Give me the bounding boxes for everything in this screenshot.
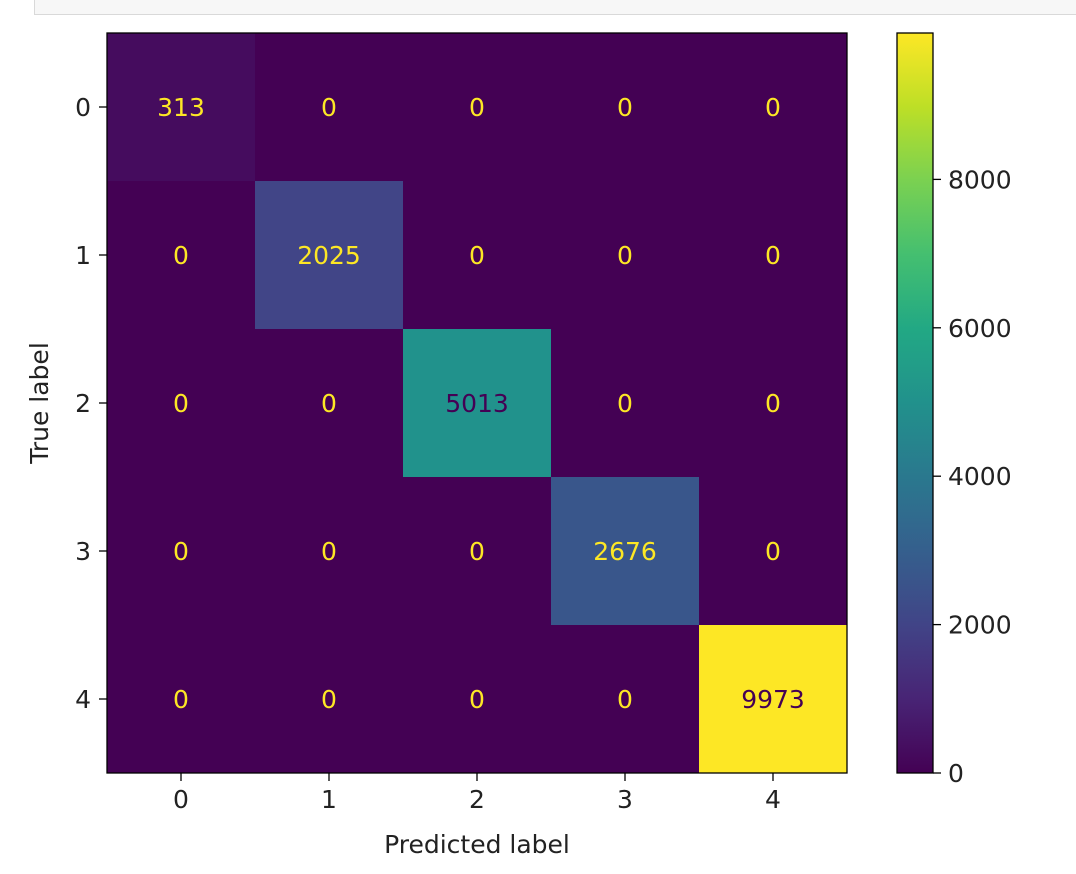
cell-1-2 <box>403 181 551 329</box>
x-tick-label-0: 0 <box>173 785 189 814</box>
cell-label-3-2: 0 <box>469 537 485 566</box>
cell-4-0 <box>107 625 255 773</box>
y-tick-label-0: 0 <box>75 93 91 122</box>
cell-2-3 <box>551 329 699 477</box>
colorbar-tick-label-2: 4000 <box>948 462 1012 491</box>
cell-label-3-0: 0 <box>173 537 189 566</box>
colorbar-ticks: 0 2000 4000 6000 8000 <box>933 165 1012 788</box>
cell-label-2-0: 0 <box>173 389 189 418</box>
colorbar-tick-label-3: 6000 <box>948 314 1012 343</box>
cell-label-0-1: 0 <box>321 93 337 122</box>
x-tick-label-2: 2 <box>469 785 485 814</box>
cell-0-3 <box>551 33 699 181</box>
cell-4-3 <box>551 625 699 773</box>
cell-1-1 <box>255 181 403 329</box>
cell-label-1-3: 0 <box>617 241 633 270</box>
cell-label-3-3: 2676 <box>593 537 657 566</box>
cell-0-2 <box>403 33 551 181</box>
cell-label-0-2: 0 <box>469 93 485 122</box>
cell-label-1-1: 2025 <box>297 241 361 270</box>
matrix-cells <box>107 33 847 773</box>
cell-label-2-3: 0 <box>617 389 633 418</box>
cell-label-3-1: 0 <box>321 537 337 566</box>
cell-3-3 <box>551 477 699 625</box>
cell-label-0-0: 313 <box>157 93 205 122</box>
x-tick-label-3: 3 <box>617 785 633 814</box>
cell-3-1 <box>255 477 403 625</box>
colorbar <box>896 32 934 774</box>
cell-1-3 <box>551 181 699 329</box>
cell-label-1-0: 0 <box>173 241 189 270</box>
cell-label-4-3: 0 <box>617 685 633 714</box>
cell-label-4-4: 9973 <box>741 685 805 714</box>
cell-1-0 <box>107 181 255 329</box>
cell-4-1 <box>255 625 403 773</box>
output-cell-top-border <box>34 0 1076 15</box>
colorbar-tick-label-0: 0 <box>948 759 964 788</box>
cell-2-2 <box>403 329 551 477</box>
cell-label-1-4: 0 <box>765 241 781 270</box>
cell-label-0-4: 0 <box>765 93 781 122</box>
cell-label-1-2: 0 <box>469 241 485 270</box>
y-tick-label-1: 1 <box>75 241 91 270</box>
y-axis-label: True label <box>25 342 54 465</box>
x-axis-ticks: 0 1 2 3 4 <box>173 773 781 814</box>
cell-2-4 <box>699 329 847 477</box>
cell-3-2 <box>403 477 551 625</box>
cell-label-2-4: 0 <box>765 389 781 418</box>
cell-0-4 <box>699 33 847 181</box>
cell-3-4 <box>699 477 847 625</box>
y-tick-label-4: 4 <box>75 685 91 714</box>
x-tick-label-4: 4 <box>765 785 781 814</box>
x-tick-label-1: 1 <box>321 785 337 814</box>
cell-4-2 <box>403 625 551 773</box>
colorbar-tick-label-1: 2000 <box>948 611 1012 640</box>
cell-label-2-2: 5013 <box>445 389 509 418</box>
y-axis-ticks: 0 1 2 3 4 <box>75 93 107 714</box>
cell-label-3-4: 0 <box>765 537 781 566</box>
cell-3-0 <box>107 477 255 625</box>
cell-0-1 <box>255 33 403 181</box>
y-tick-label-2: 2 <box>75 389 91 418</box>
cell-label-2-1: 0 <box>321 389 337 418</box>
y-tick-label-3: 3 <box>75 537 91 566</box>
x-axis-label: Predicted label <box>384 830 570 859</box>
colorbar-tick-label-4: 8000 <box>948 165 1012 194</box>
cell-value-labels: 313 0 0 0 0 0 2025 0 0 0 0 0 5013 0 0 0 0 0 2676 0 0 0 0 0 9973 <box>157 93 805 714</box>
cell-label-4-0: 0 <box>173 685 189 714</box>
cell-4-4 <box>699 625 847 773</box>
cell-1-4 <box>699 181 847 329</box>
cell-label-4-2: 0 <box>469 685 485 714</box>
cell-label-4-1: 0 <box>321 685 337 714</box>
cell-2-0 <box>107 329 255 477</box>
cell-label-0-3: 0 <box>617 93 633 122</box>
cell-0-0 <box>107 33 255 181</box>
cell-2-1 <box>255 329 403 477</box>
